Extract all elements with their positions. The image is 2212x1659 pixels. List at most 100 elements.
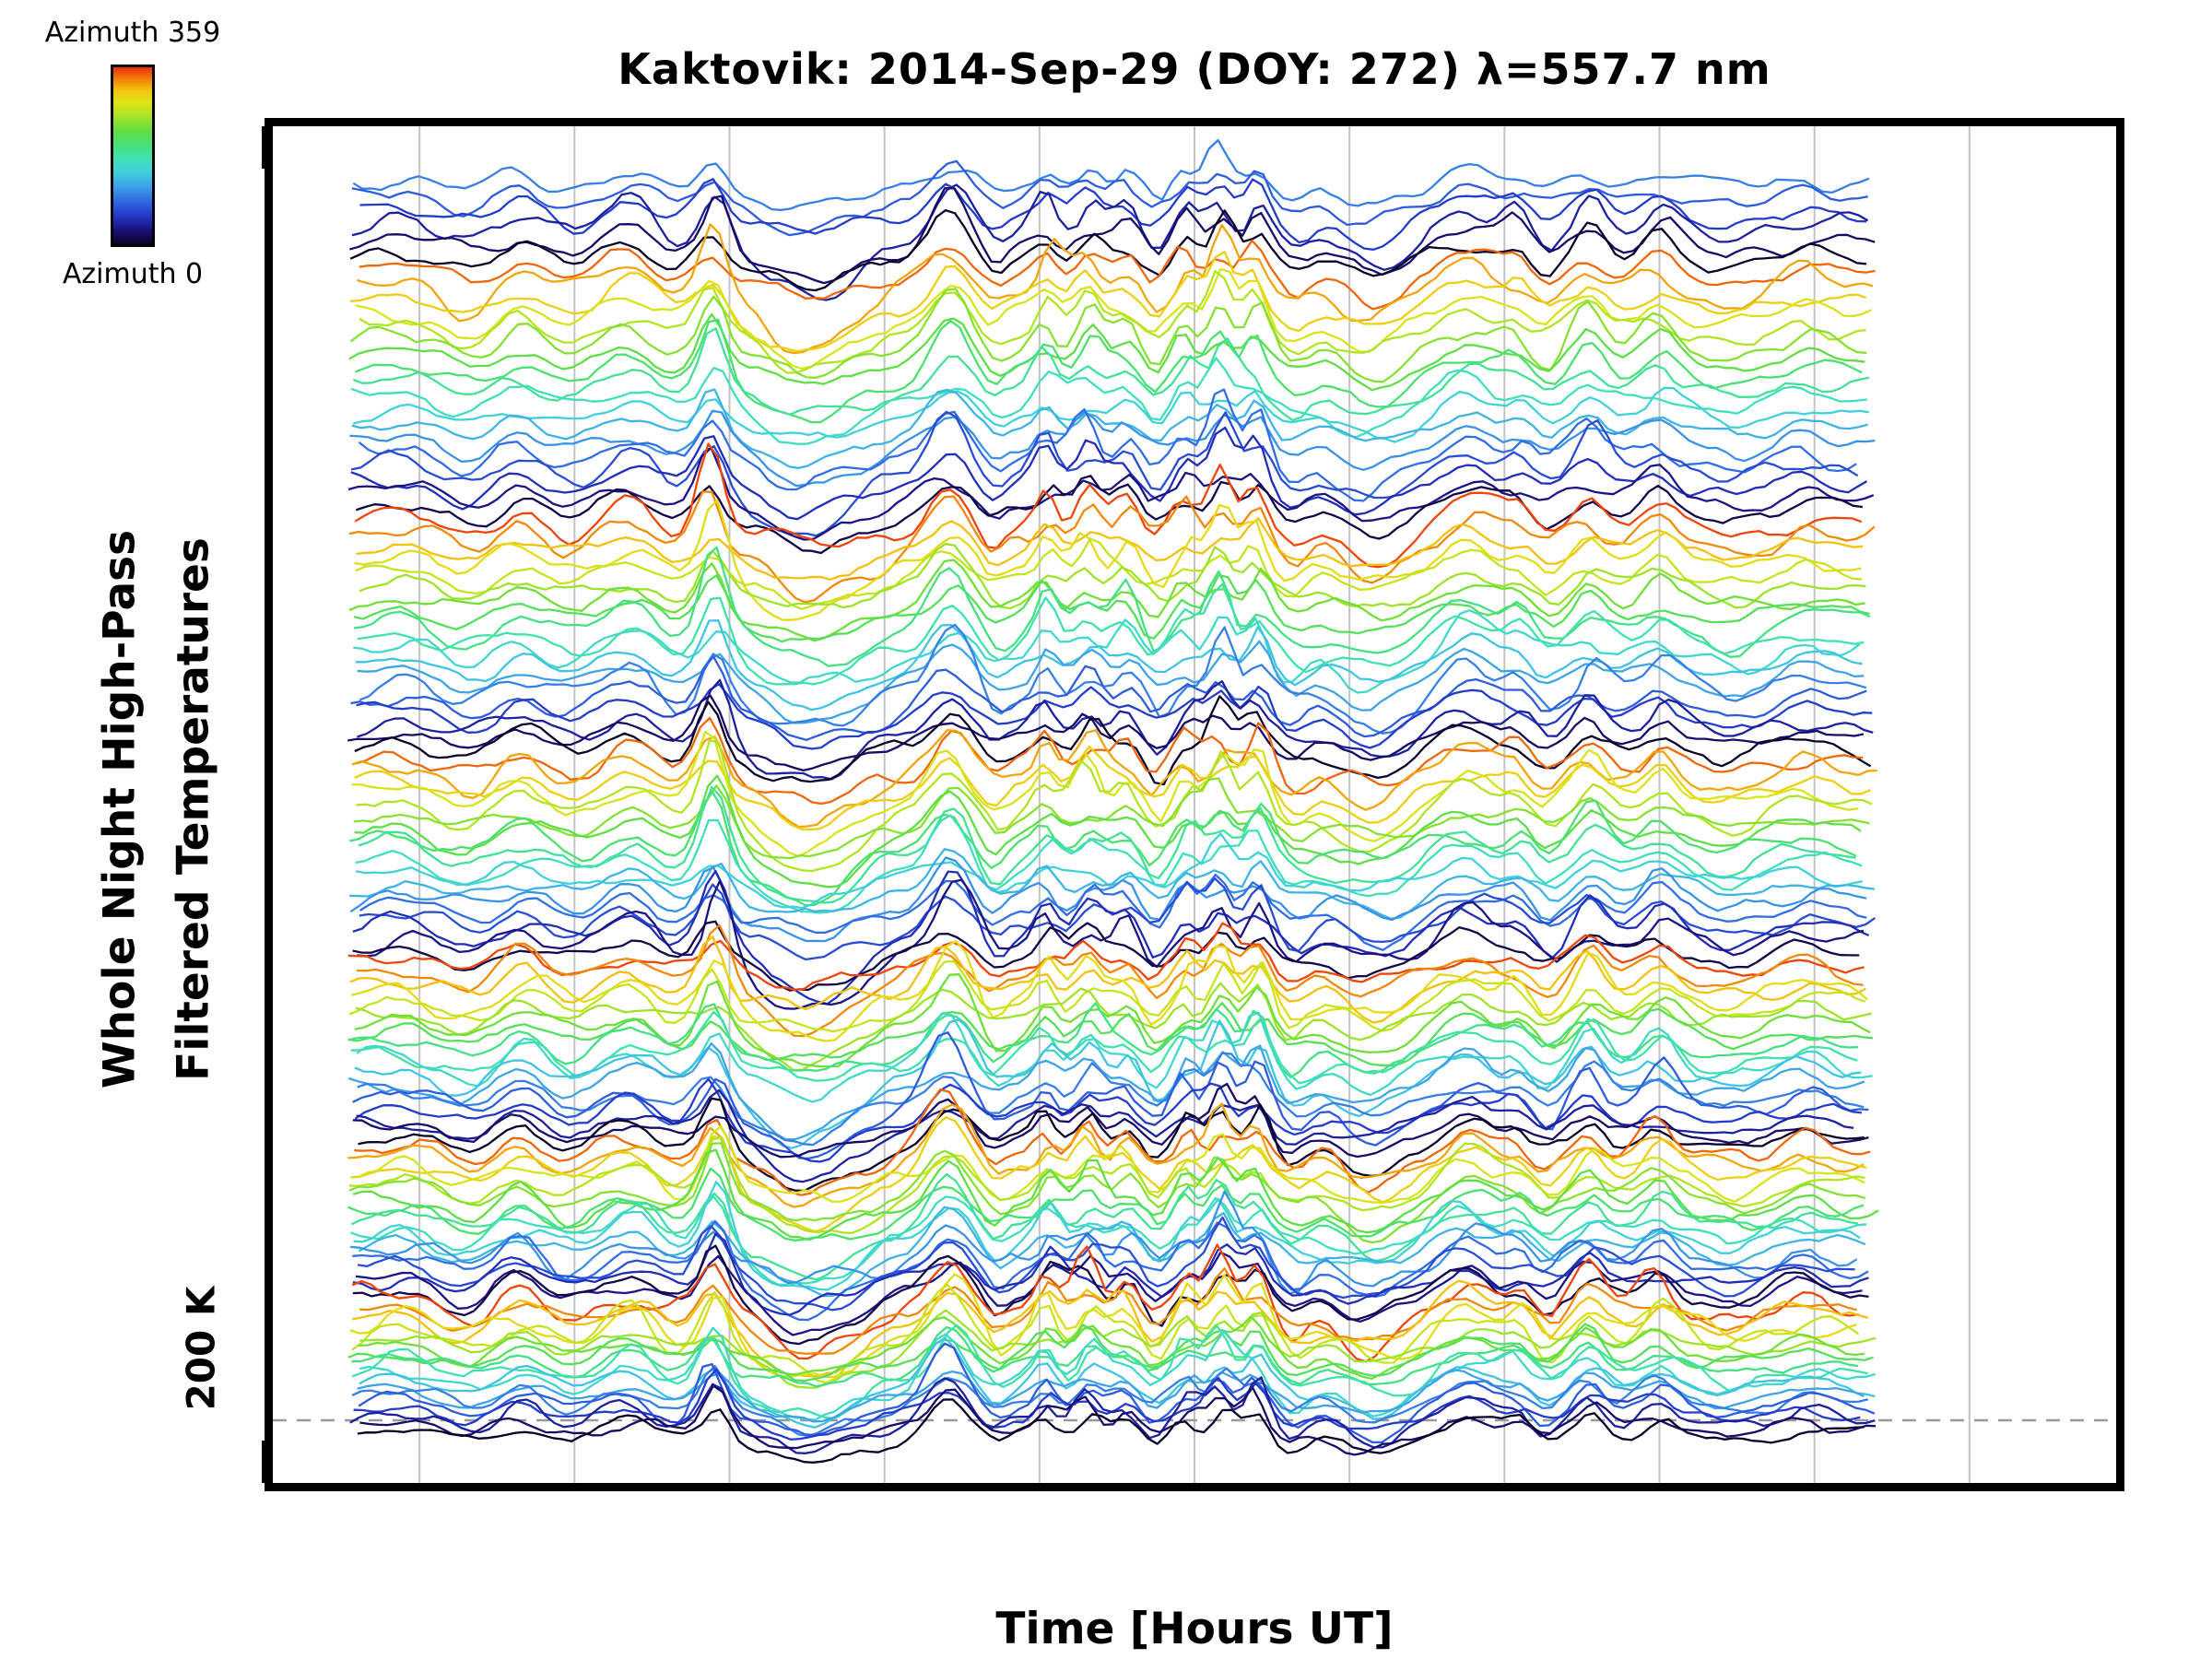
trace-group [347,138,1879,1464]
temperature-trace [356,682,1873,750]
temperature-trace [350,410,1859,537]
temperature-trace [358,1342,1876,1444]
temperature-trace [351,183,1869,301]
colorbar-min-label: Azimuth 0 [62,258,204,290]
temperature-trace [353,1368,1861,1441]
temperature-trace [358,785,1856,904]
temperature-trace [355,814,1863,914]
temperature-trace [352,327,1870,422]
temperature-trace [359,623,1867,735]
temperature-trace [356,1011,1873,1103]
temperature-trace [354,1077,1863,1163]
temperature-trace [358,1315,1865,1380]
temperature-trace [357,678,1874,781]
temperature-trace [354,442,1863,569]
temperature-trace [351,159,1868,237]
temperature-trace [358,1206,1866,1298]
temperature-trace [349,1195,1867,1287]
temperature-trace [351,1324,1868,1419]
temperature-trace [357,878,1865,1010]
temperature-trace [350,357,1867,445]
temperature-trace [358,1097,1865,1193]
temperature-trace [354,1018,1862,1149]
temperature-trace [349,848,1876,920]
temperature-trace [355,475,1864,555]
temperature-trace [354,973,1871,1068]
temperature-trace [357,1398,1865,1464]
temperature-trace [359,178,1867,251]
temperature-trace [351,729,1877,829]
temperature-trace [350,1116,1867,1233]
temperature-trace [357,924,1864,1038]
temperature-trace [353,609,1861,694]
temperature-trace [351,730,1859,858]
temperature-trace [353,573,1870,643]
temperature-trace [356,517,1864,582]
temperature-trace [350,1172,1859,1281]
temperature-trace [351,388,1868,470]
temperature-trace [351,940,1868,1042]
temperature-trace [354,1088,1871,1196]
temperature-trace [348,1142,1866,1244]
temperature-trace [349,856,1867,943]
temperature-trace [349,935,1866,1024]
temperature-trace [357,1216,1855,1312]
temperature-trace [351,1365,1869,1437]
temperature-trace [356,739,1873,873]
temperature-trace [358,388,1857,502]
temperature-trace [350,251,1867,353]
temperature-trace [352,138,1870,211]
temperature-trace [352,1148,1879,1241]
temperature-trace [348,1135,1865,1235]
temperature-trace [348,312,1865,392]
colorbar-max-label: Azimuth 359 [44,17,221,49]
temperature-trace [355,832,1863,910]
temperature-trace [352,386,1869,443]
temperature-trace [354,774,1862,888]
temperature-trace [350,426,1868,521]
temperature-trace [352,1219,1869,1322]
temperature-trace [349,1273,1857,1379]
plot-frame [265,118,2124,1491]
temperature-trace [355,619,1863,712]
temperature-trace [349,1376,1876,1454]
temperature-trace [347,1167,1865,1241]
temperature-trace [350,288,1867,383]
temperature-trace [353,546,1871,667]
temperature-trace [347,1002,1874,1067]
temperature-trace [347,446,1875,541]
temperature-trace [355,1251,1863,1336]
temperature-trace [349,409,1876,488]
temperature-trace [348,559,1865,642]
plot-title: Kaktovik: 2014-Sep-29 (DOY: 272) λ=557.7… [618,44,1771,94]
temperature-trace [355,537,1863,610]
temperature-trace [349,790,1857,907]
temperature-trace [351,1243,1859,1363]
temperature-trace [359,239,1876,311]
temperature-trace [349,208,1867,292]
temperature-trace [354,695,1872,786]
temperature-trace [359,543,1866,610]
temperature-trace [350,655,1867,741]
temperature-trace [355,318,1863,424]
temperature-trace [352,1244,1869,1346]
azimuth-colorbar [111,65,155,247]
temperature-trace [359,873,1867,951]
temperature-trace [356,1088,1854,1183]
temperature-trace [356,223,1874,355]
temperature-trace [347,922,1865,992]
x-axis-label: Time [Hours UT] [995,1604,1394,1654]
temperature-trace [352,1031,1869,1160]
temperature-trace [359,1336,1876,1429]
temperature-trace [357,1052,1865,1147]
temperature-trace [357,582,1865,686]
temperature-trace [353,777,1870,860]
temperature-trace [352,1232,1869,1316]
temperature-trace [349,186,1876,285]
temperature-trace [352,1082,1869,1159]
temperature-trace [348,959,1866,1033]
temperature-trace [359,1309,1877,1389]
temperature-trace [359,1267,1857,1355]
